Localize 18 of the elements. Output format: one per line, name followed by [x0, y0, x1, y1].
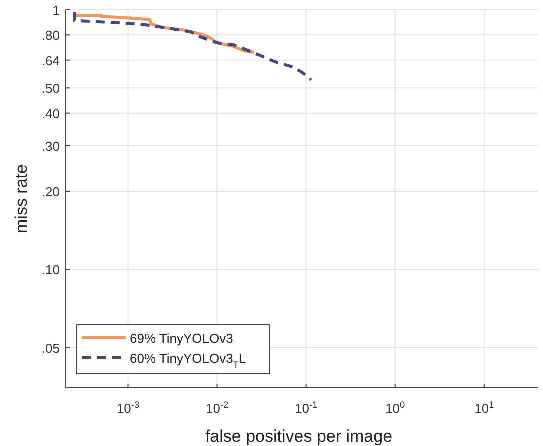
- y-tick-label: .10: [42, 262, 60, 278]
- x-tick-label: 10$^{-3}$: [116, 400, 140, 416]
- legend-label: 69% TinyYOLOv3: [130, 331, 234, 346]
- x-axis-title: false positives per image: [205, 427, 393, 446]
- legend-label: 60% TinyYOLOv3$_{T}$L: [130, 351, 246, 370]
- x-tick-label: 10$^{1}$: [474, 400, 494, 416]
- y-axis-title: miss rate: [12, 164, 31, 234]
- x-tick-label: 10$^{-2}$: [206, 400, 229, 416]
- x-tick-label: 10$^{0}$: [386, 400, 406, 416]
- y-tick-label: .80: [42, 28, 60, 44]
- y-tick-label: .20: [42, 184, 60, 200]
- y-tick-label: .64: [42, 53, 60, 68]
- y-tick-label: .40: [42, 106, 60, 122]
- y-tick-label: .30: [42, 138, 60, 154]
- x-tick-label: 10$^{-1}$: [295, 400, 318, 416]
- y-tick-label: .05: [42, 340, 60, 356]
- y-tick-label: .50: [42, 81, 60, 96]
- y-tick-label: 1: [52, 3, 60, 18]
